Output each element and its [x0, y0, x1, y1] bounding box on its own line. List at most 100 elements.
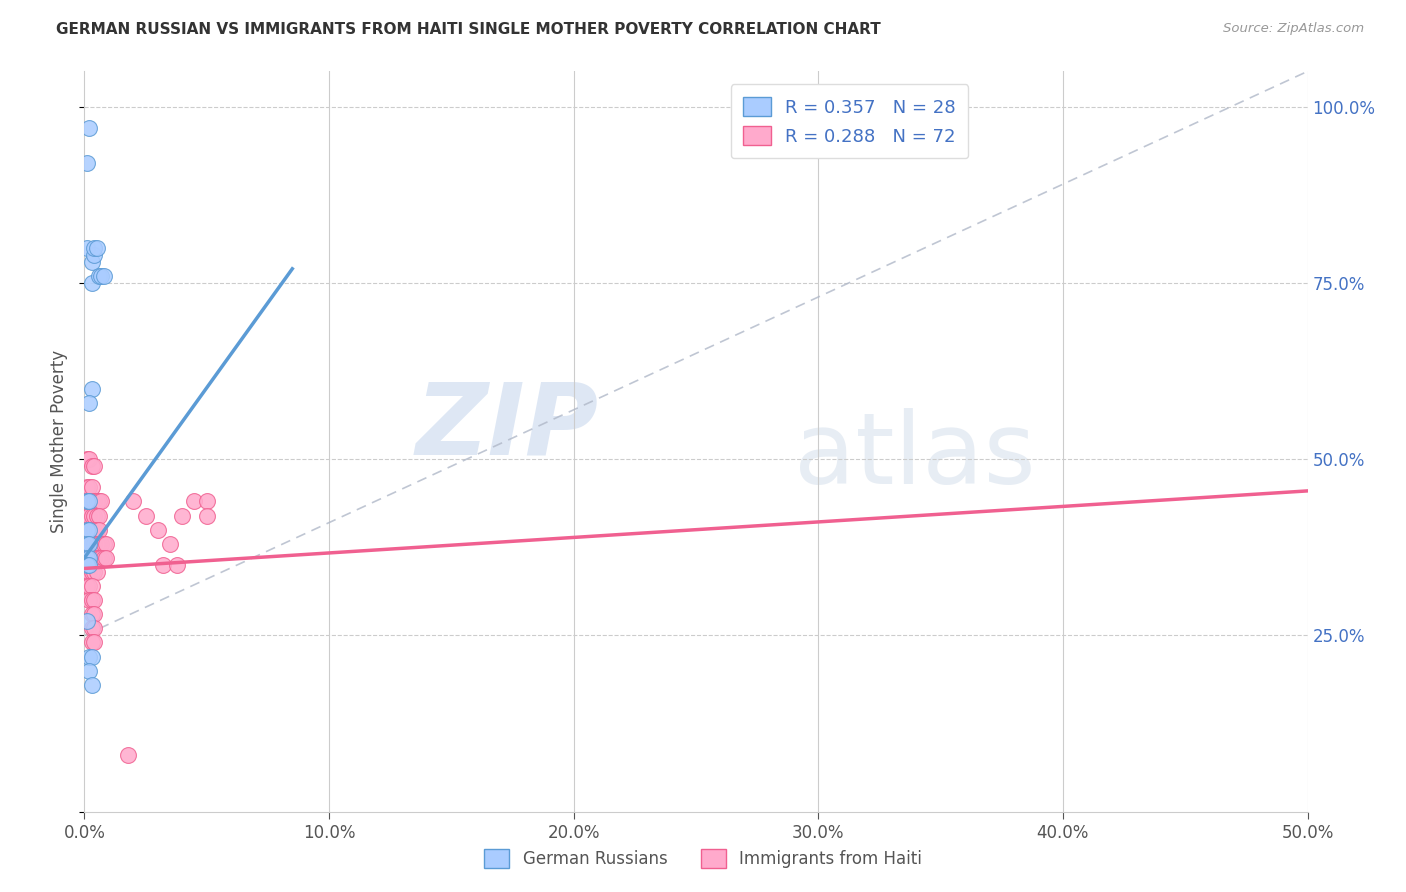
Point: [87, 268, 110, 283]
Point: [76, 156, 98, 170]
Text: Source: ZipAtlas.com: Source: ZipAtlas.com: [1223, 22, 1364, 36]
Point: [76, 579, 98, 593]
Point: [83, 593, 105, 607]
Point: [87, 494, 110, 508]
Point: [77, 452, 100, 467]
Point: [83, 621, 105, 635]
Point: [80, 550, 103, 565]
Point: [76, 550, 98, 565]
Point: [83, 523, 105, 537]
Point: [96, 550, 118, 565]
Point: [159, 537, 181, 551]
Point: [80, 621, 103, 635]
Point: [80, 459, 103, 474]
Point: [152, 558, 174, 572]
Point: [76, 480, 98, 494]
Point: [80, 678, 103, 692]
Point: [86, 508, 108, 523]
Point: [76, 537, 98, 551]
Point: [76, 508, 98, 523]
Point: [83, 635, 105, 649]
Point: [87, 508, 110, 523]
Point: [90, 494, 112, 508]
Point: [80, 494, 103, 508]
Point: [195, 508, 218, 523]
Point: [76, 523, 98, 537]
Point: [76, 550, 98, 565]
Point: [80, 508, 103, 523]
Point: [90, 268, 112, 283]
Text: atlas: atlas: [794, 408, 1035, 505]
Point: [80, 635, 103, 649]
Point: [77, 664, 100, 678]
Point: [76, 537, 98, 551]
Point: [76, 494, 98, 508]
Point: [83, 565, 105, 579]
Point: [77, 120, 100, 135]
Point: [83, 248, 105, 262]
Point: [90, 550, 112, 565]
Point: [77, 550, 100, 565]
Point: [195, 494, 218, 508]
Point: [80, 276, 103, 290]
Point: [77, 649, 100, 664]
Point: [87, 523, 110, 537]
Point: [80, 480, 103, 494]
Point: [83, 550, 105, 565]
Point: [87, 537, 110, 551]
Point: [76, 241, 98, 255]
Point: [77, 494, 100, 508]
Point: [83, 508, 105, 523]
Point: [80, 382, 103, 396]
Point: [76, 494, 98, 508]
Point: [77, 396, 100, 410]
Point: [80, 565, 103, 579]
Point: [117, 748, 139, 763]
Text: GERMAN RUSSIAN VS IMMIGRANTS FROM HAITI SINGLE MOTHER POVERTY CORRELATION CHART: GERMAN RUSSIAN VS IMMIGRANTS FROM HAITI …: [56, 22, 882, 37]
Point: [77, 537, 100, 551]
Legend: R = 0.357   N = 28, R = 0.288   N = 72: R = 0.357 N = 28, R = 0.288 N = 72: [731, 84, 969, 158]
Point: [86, 537, 108, 551]
Point: [93, 550, 115, 565]
Text: ZIP: ZIP: [415, 378, 598, 475]
Point: [83, 494, 105, 508]
Point: [77, 593, 100, 607]
Y-axis label: Single Mother Poverty: Single Mother Poverty: [51, 350, 69, 533]
Point: [135, 508, 157, 523]
Point: [83, 241, 105, 255]
Point: [80, 254, 103, 268]
Point: [77, 579, 100, 593]
Point: [77, 558, 100, 572]
Point: [80, 537, 103, 551]
Point: [77, 508, 100, 523]
Point: [86, 523, 108, 537]
Point: [80, 593, 103, 607]
Point: [83, 459, 105, 474]
Point: [83, 607, 105, 622]
Point: [76, 558, 98, 572]
Point: [86, 550, 108, 565]
Point: [77, 550, 100, 565]
Point: [76, 565, 98, 579]
Point: [77, 523, 100, 537]
Legend: German Russians, Immigrants from Haiti: German Russians, Immigrants from Haiti: [478, 843, 928, 875]
Point: [86, 494, 108, 508]
Point: [80, 523, 103, 537]
Point: [86, 565, 108, 579]
Point: [93, 537, 115, 551]
Point: [76, 452, 98, 467]
Point: [86, 241, 108, 255]
Point: [76, 523, 98, 537]
Point: [80, 607, 103, 622]
Point: [77, 480, 100, 494]
Point: [80, 579, 103, 593]
Point: [77, 523, 100, 537]
Point: [183, 494, 205, 508]
Point: [96, 537, 118, 551]
Point: [77, 537, 100, 551]
Point: [83, 537, 105, 551]
Point: [76, 615, 98, 629]
Point: [87, 550, 110, 565]
Point: [122, 494, 145, 508]
Point: [93, 268, 115, 283]
